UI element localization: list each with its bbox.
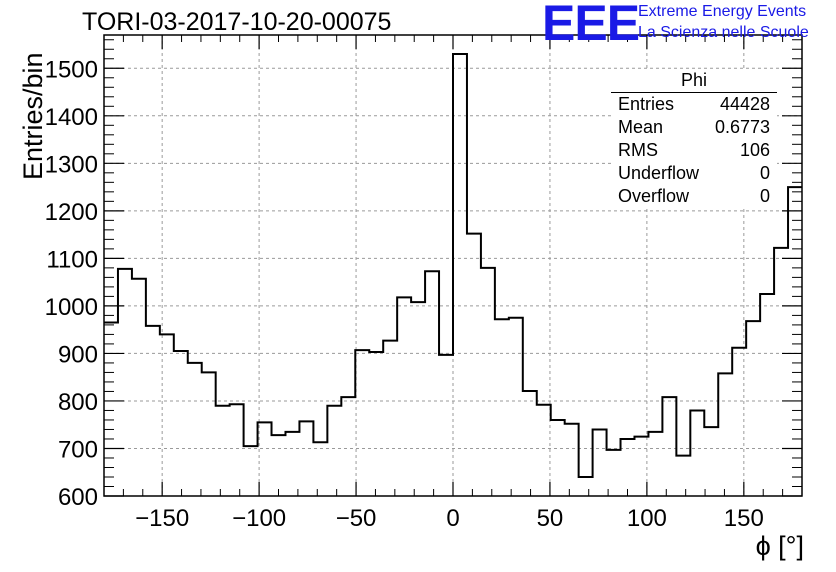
stats-row: RMS 106 xyxy=(611,139,777,162)
stats-row: Entries 44428 xyxy=(611,93,777,116)
x-tick-label: 50 xyxy=(537,505,564,532)
eee-logo: EEE xyxy=(542,0,640,51)
y-tick-label: 700 xyxy=(58,436,98,463)
x-tick-label: 100 xyxy=(627,505,667,532)
y-tick-label: 1200 xyxy=(45,199,98,226)
axis-ticks xyxy=(103,35,803,497)
stats-row: Underflow 0 xyxy=(611,162,777,185)
stats-row: Overflow 0 xyxy=(611,185,777,208)
stats-value: 0.6773 xyxy=(714,117,770,137)
y-tick-label: 600 xyxy=(58,484,98,511)
y-tick-label: 1000 xyxy=(45,294,98,321)
logo-text-line1: Extreme Energy Events xyxy=(638,3,807,20)
plot-title: TORI-03-2017-10-20-00075 xyxy=(82,8,392,36)
stats-label: Underflow xyxy=(618,163,700,183)
stats-value: 0 xyxy=(759,163,770,183)
stats-box: Phi Entries 44428 Mean 0.6773 RMS 106 Under… xyxy=(611,70,777,208)
x-tick-label: 150 xyxy=(724,505,764,532)
x-tick-label: −150 xyxy=(135,505,189,532)
y-tick-label: 800 xyxy=(58,389,98,416)
stats-label: Overflow xyxy=(618,186,690,206)
stats-value: 44428 xyxy=(719,94,770,114)
y-axis-label: Entries/bin xyxy=(18,52,48,180)
x-tick-label: 0 xyxy=(446,505,459,532)
histogram-series xyxy=(104,53,802,478)
stats-label: Mean xyxy=(618,117,664,137)
x-tick-label: −100 xyxy=(232,505,286,532)
x-tick-label: −50 xyxy=(336,505,377,532)
y-tick-label: 1100 xyxy=(46,246,98,273)
y-tick-label: 1400 xyxy=(45,104,98,131)
stats-row: Mean 0.6773 xyxy=(611,116,777,139)
stats-label: Entries xyxy=(618,94,675,114)
stats-label: RMS xyxy=(618,140,658,160)
y-tick-label: 1300 xyxy=(45,151,98,178)
y-tick-label: 1500 xyxy=(45,56,98,83)
x-axis-label: ϕ [°] xyxy=(755,531,804,561)
stats-title: Phi xyxy=(611,70,777,93)
stats-value: 106 xyxy=(739,140,770,160)
y-tick-label: 900 xyxy=(58,341,98,368)
stats-value: 0 xyxy=(759,186,770,206)
logo-text-line2: La Scienza nelle Scuole xyxy=(638,24,809,41)
tick-labels: −150 −100 −50 0 50 100 150 600 700 800 900 1000 1100… xyxy=(45,56,764,532)
